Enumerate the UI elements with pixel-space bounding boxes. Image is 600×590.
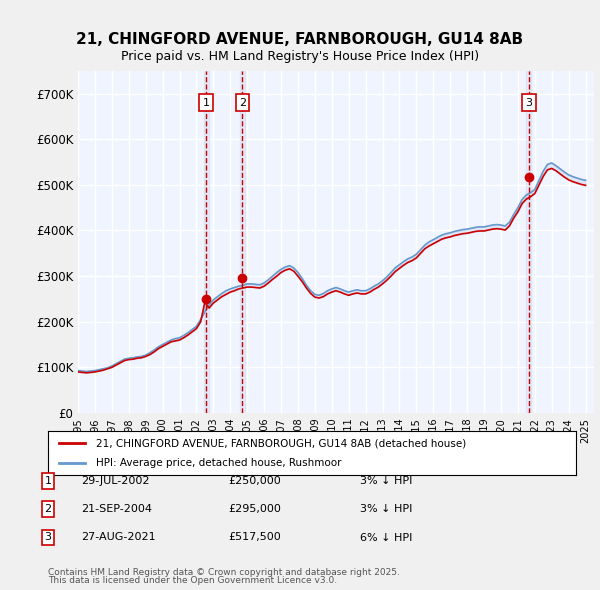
Text: 29-JUL-2002: 29-JUL-2002 xyxy=(81,476,149,486)
Text: 3% ↓ HPI: 3% ↓ HPI xyxy=(360,476,412,486)
Text: £295,000: £295,000 xyxy=(228,504,281,514)
Text: 27-AUG-2021: 27-AUG-2021 xyxy=(81,533,155,542)
Text: 2: 2 xyxy=(44,504,52,514)
Text: 3: 3 xyxy=(526,98,532,108)
Text: 21-SEP-2004: 21-SEP-2004 xyxy=(81,504,152,514)
Text: 6% ↓ HPI: 6% ↓ HPI xyxy=(360,533,412,542)
Text: £517,500: £517,500 xyxy=(228,533,281,542)
Text: 1: 1 xyxy=(203,98,209,108)
Text: Price paid vs. HM Land Registry's House Price Index (HPI): Price paid vs. HM Land Registry's House … xyxy=(121,50,479,63)
Text: This data is licensed under the Open Government Licence v3.0.: This data is licensed under the Open Gov… xyxy=(48,576,337,585)
Text: 2: 2 xyxy=(239,98,246,108)
Text: 21, CHINGFORD AVENUE, FARNBOROUGH, GU14 8AB (detached house): 21, CHINGFORD AVENUE, FARNBOROUGH, GU14 … xyxy=(95,438,466,448)
Text: 3% ↓ HPI: 3% ↓ HPI xyxy=(360,504,412,514)
Text: 21, CHINGFORD AVENUE, FARNBOROUGH, GU14 8AB: 21, CHINGFORD AVENUE, FARNBOROUGH, GU14 … xyxy=(76,32,524,47)
Text: £250,000: £250,000 xyxy=(228,476,281,486)
Text: 3: 3 xyxy=(44,533,52,542)
Text: HPI: Average price, detached house, Rushmoor: HPI: Average price, detached house, Rush… xyxy=(95,458,341,467)
Text: 1: 1 xyxy=(44,476,52,486)
Bar xyxy=(203,71,209,413)
Bar xyxy=(526,71,532,413)
Bar xyxy=(240,71,245,413)
Text: Contains HM Land Registry data © Crown copyright and database right 2025.: Contains HM Land Registry data © Crown c… xyxy=(48,568,400,577)
